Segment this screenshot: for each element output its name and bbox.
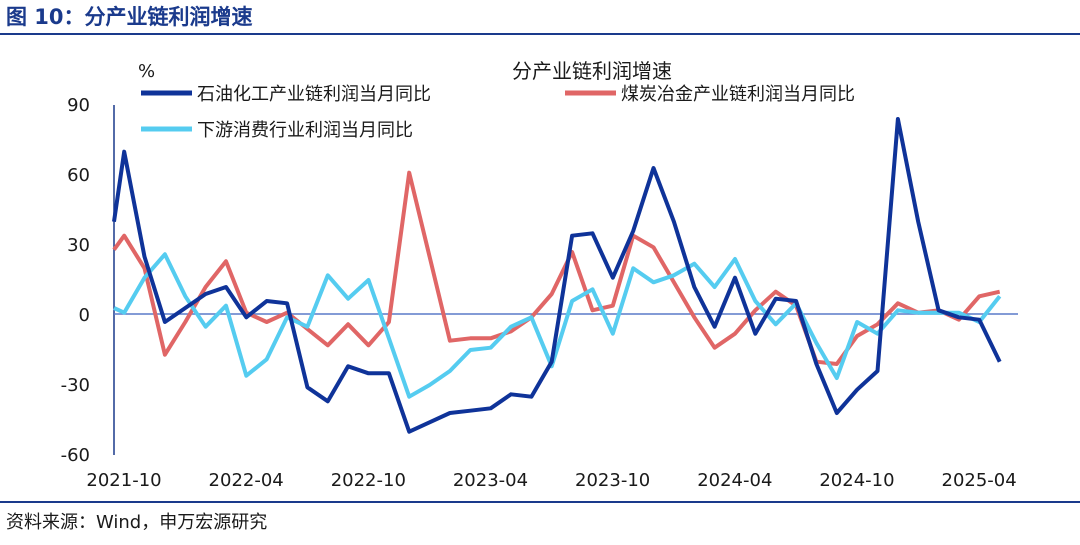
legend: 石油化工产业链利润当月同比 煤炭冶金产业链利润当月同比 下游消费行业利润当月同比	[141, 84, 855, 141]
legend-item-petrochem: 石油化工产业链利润当月同比	[141, 84, 431, 105]
x-tick-label: 2025-04	[942, 470, 1017, 491]
x-tick-labels: 2021-10 2022-04 2022-10 2023-04 2023-10 2024-…	[86, 470, 1016, 491]
bottom-rule	[0, 501, 1080, 503]
line-chart: 90 60 30 0 -30 -60 2021-10 2022-04 2022-10 2023-…	[61, 59, 1018, 491]
source-note: 资料来源：Wind，申万宏源研究	[6, 512, 268, 533]
x-tick-label: 2023-10	[575, 470, 650, 491]
y-tick-labels: 90 60 30 0 -30 -60	[61, 95, 90, 466]
y-unit-label: %	[138, 61, 155, 82]
series-line-petrochem	[112, 117, 1002, 434]
x-tick-label: 2022-04	[209, 470, 284, 491]
y-tick-label: 60	[67, 165, 90, 186]
series-lines	[112, 117, 1002, 434]
legend-label-petrochem: 石油化工产业链利润当月同比	[197, 84, 431, 105]
y-tick-label: -30	[61, 375, 90, 396]
x-tick-label: 2024-10	[819, 470, 894, 491]
legend-item-downstream-consumer: 下游消费行业利润当月同比	[141, 120, 413, 141]
figure-title: 图 10：分产业链利润增速	[6, 5, 253, 29]
legend-label-downstream-consumer: 下游消费行业利润当月同比	[197, 120, 413, 141]
y-tick-label: 90	[67, 95, 90, 116]
chart-title: 分产业链利润增速	[512, 59, 672, 83]
legend-item-coal-metallurgy: 煤炭冶金产业链利润当月同比	[565, 84, 855, 105]
x-tick-label: 2024-04	[697, 470, 772, 491]
x-tick-label: 2023-04	[453, 470, 528, 491]
top-rule	[0, 33, 1080, 35]
y-tick-label: -60	[61, 445, 90, 466]
x-tick-label: 2021-10	[86, 470, 161, 491]
legend-label-coal-metallurgy: 煤炭冶金产业链利润当月同比	[621, 84, 855, 105]
y-tick-label: 30	[67, 235, 90, 256]
y-tick-label: 0	[79, 305, 90, 326]
series-line-downstream-consumer	[113, 252, 1002, 399]
x-tick-label: 2022-10	[331, 470, 406, 491]
